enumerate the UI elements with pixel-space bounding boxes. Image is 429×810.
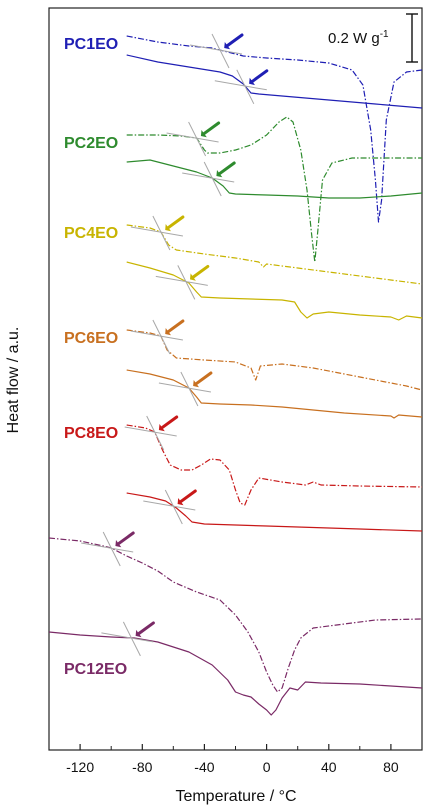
x-tick-label: 0 (263, 759, 271, 775)
glass-transition-arrowhead (200, 130, 207, 138)
series-label-pc4eo: PC4EO (64, 225, 118, 242)
series-label-pc1eo: PC1EO (64, 36, 118, 53)
tangent-line (102, 531, 121, 567)
trace-pc2eo-dashdot (126, 116, 422, 263)
x-axis-title: Temperature / °C (175, 788, 296, 805)
glass-transition-arrowhead (190, 273, 196, 281)
tangent-line (158, 382, 211, 393)
trace-pc8eo-dashdot (126, 424, 423, 506)
glass-transition-arrowhead (224, 42, 231, 50)
glass-transition-arrow (250, 69, 269, 83)
trace-pc8eo-solid (126, 492, 423, 532)
tangent-line (188, 121, 207, 157)
tangent-line (211, 33, 230, 69)
tangent-line (124, 426, 177, 437)
scale-bar: 0.2 W g-1 (328, 13, 418, 63)
tangent-line (143, 500, 196, 511)
series-label-pc6eo: PC6EO (64, 330, 118, 347)
trace-pc12eo-dashdot (48, 537, 423, 693)
arrows-layer (115, 33, 269, 638)
tangent-line (214, 80, 267, 91)
trace-pc6eo-dashdot (126, 329, 423, 391)
glass-transition-arrowhead (158, 424, 165, 432)
tangent-line (130, 330, 183, 341)
x-tick-label: 40 (321, 759, 337, 775)
glass-transition-arrowhead (165, 224, 171, 232)
tangent-line (81, 542, 134, 553)
tangent-line (166, 132, 219, 143)
x-tick-label: -120 (66, 759, 94, 775)
trace-pc12eo-solid (48, 631, 423, 716)
plot-frame (48, 7, 423, 751)
tangent-line (236, 69, 255, 105)
tangent-line (203, 161, 222, 197)
tangent-line (130, 226, 183, 237)
glass-transition-arrowhead (216, 170, 223, 178)
glass-transition-arrow (225, 33, 244, 48)
x-axis: -120 -80 -40 0 40 80 (48, 744, 423, 775)
x-tick-label: -80 (132, 759, 152, 775)
scale-bar-superscript: -1 (380, 29, 389, 40)
tangents-layer (81, 33, 267, 657)
glass-transition-arrow (117, 531, 135, 546)
glass-transition-arrow (179, 489, 197, 504)
glass-transition-arrow (166, 319, 185, 334)
trace-pc2eo-solid (126, 159, 423, 199)
tangent-line (180, 371, 199, 407)
glass-transition-arrowhead (249, 77, 255, 86)
glass-transition-arrow (194, 371, 213, 386)
x-tick-label: -40 (194, 759, 214, 775)
tangent-line (182, 172, 235, 183)
glass-transition-arrowhead (115, 540, 122, 548)
glass-transition-arrow (166, 215, 185, 230)
glass-transition-arrow (191, 264, 210, 279)
glass-transition-arrowhead (177, 498, 184, 506)
tangent-line (152, 319, 171, 355)
glass-transition-arrow (137, 621, 155, 635)
series-label-pc8eo: PC8EO (64, 425, 118, 442)
trace-pc1eo-dashdot (126, 35, 423, 223)
series-label-pc12eo: PC12EO (64, 661, 127, 678)
y-axis-title: Heat flow / a.u. (5, 327, 22, 434)
series-labels-layer: PC1EO PC2EO PC4EO PC6EO PC8EO PC12EO (64, 36, 127, 678)
trace-pc4eo-solid (126, 261, 423, 321)
scale-bar-label: 0.2 W g-1 (328, 29, 389, 47)
series-label-pc2eo: PC2EO (64, 135, 118, 152)
tangent-line (152, 215, 171, 251)
tangent-line (164, 489, 183, 525)
trace-pc1eo-solid (126, 54, 423, 109)
tangent-line (101, 632, 154, 643)
glass-transition-arrow (160, 415, 179, 430)
glass-transition-arrowhead (135, 629, 142, 638)
tangent-line (155, 275, 208, 286)
x-tick-label: 80 (383, 759, 399, 775)
glass-transition-arrowhead (165, 328, 171, 336)
trace-pc6eo-solid (126, 369, 423, 419)
glass-transition-arrow (202, 121, 221, 136)
tangent-line (177, 265, 196, 300)
tangent-line (146, 415, 165, 451)
tangent-line (122, 621, 141, 657)
glass-transition-arrowhead (193, 380, 199, 388)
tangent-line (189, 44, 243, 55)
glass-transition-arrow (218, 161, 236, 176)
